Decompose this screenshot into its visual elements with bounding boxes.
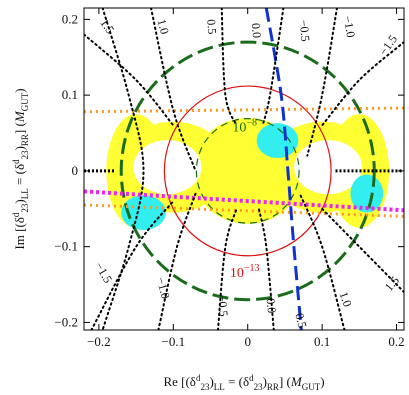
- y-tick-label: 0: [72, 163, 79, 178]
- dotted-contour: [261, 8, 285, 127]
- contour-label: 1.0: [155, 18, 172, 36]
- contour-label: 0.5: [204, 19, 219, 35]
- dotted-contour: [220, 8, 238, 127]
- circle-inner: [195, 118, 300, 224]
- contour-label: 1.5: [382, 273, 402, 293]
- x-tick-label: 0: [244, 334, 251, 349]
- contour-label: 0.5: [292, 312, 309, 330]
- circle-red: [163, 85, 332, 257]
- y-tick-label: −0.1: [54, 239, 78, 254]
- tick-labels: −0.2 −0.1 0 0.1 0.2 −0.2 −0.1 0 0.1 0.2: [54, 11, 404, 349]
- x-tick-label: −0.1: [162, 334, 186, 349]
- y-tick-label: 0.2: [62, 11, 78, 26]
- contour-label: 0.0: [264, 298, 279, 314]
- contour-label: −1.0: [154, 276, 173, 301]
- annotations: 10−8 10−13: [230, 117, 260, 280]
- y-tick-label: 0.1: [62, 87, 78, 102]
- blue-line: [264, 8, 303, 330]
- dotted-contour: [84, 33, 175, 127]
- contour-label: −0.5: [297, 19, 313, 42]
- reference-circles: [119, 40, 376, 302]
- dotted-contour: [150, 8, 197, 172]
- dotted-contour: [321, 207, 404, 294]
- cyan-region: [256, 123, 299, 159]
- axis-ticks: [84, 8, 404, 330]
- plot-frame: [83, 7, 405, 331]
- plot-area: 1.5 1.0 0.5 0.0 −0.5 −1.0 −1.5 −1.5 −1.0 −0.5 0.0 0…: [84, 8, 404, 330]
- contour-label: 1.0: [337, 290, 355, 309]
- contour-label: −0.5: [215, 294, 231, 317]
- dotted-contour: [217, 207, 238, 330]
- x-axis-label: Re [(δd23)LL = (δd23)RR] (MGUT): [163, 373, 324, 392]
- dotted-contour: [298, 192, 346, 330]
- dotted-contours: [84, 8, 404, 330]
- contour-label: 0.0: [249, 22, 264, 38]
- dotted-contour: [157, 192, 197, 330]
- contour-label: −1.0: [341, 15, 359, 39]
- contour-label: −1.5: [376, 32, 400, 58]
- circle-outer: [119, 40, 376, 302]
- dotted-contour: [90, 200, 175, 330]
- annotation: 10−13: [230, 263, 260, 281]
- contour-label: 1.5: [97, 16, 117, 36]
- annotation: 10−8: [232, 117, 257, 135]
- x-tick-label: 0.2: [388, 334, 404, 349]
- x-tick-label: −0.2: [87, 334, 111, 349]
- y-axis-label: Im [(δd23)LL = (δd23)RR] (MGUT): [11, 88, 30, 249]
- y-tick-label: −0.2: [54, 314, 78, 329]
- dotted-contour: [321, 41, 404, 127]
- x-tick-label: 0.1: [314, 334, 330, 349]
- dotted-contour: [306, 8, 338, 157]
- contour-label: −1.5: [92, 260, 115, 286]
